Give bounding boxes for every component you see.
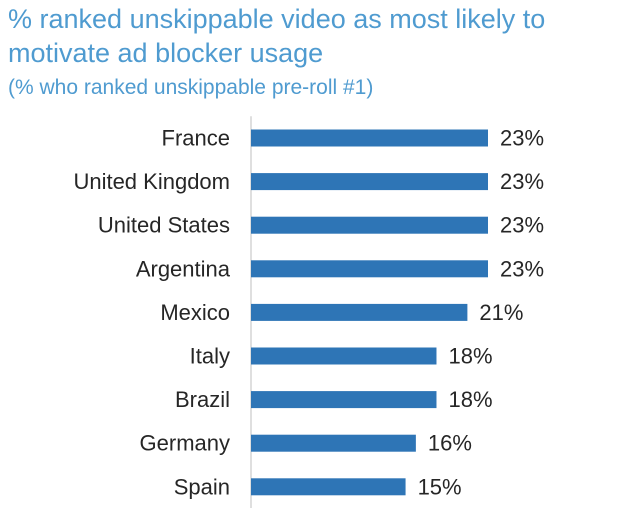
chart-title: % ranked unskippable video as most likel… xyxy=(8,4,546,68)
value-label-mexico: 21% xyxy=(479,300,523,325)
value-label-spain: 15% xyxy=(418,474,462,499)
value-label-argentina: 23% xyxy=(500,256,544,281)
category-label-united-kingdom: United Kingdom xyxy=(73,169,230,194)
bar-italy xyxy=(251,347,437,365)
value-label-united-kingdom: 23% xyxy=(500,169,544,194)
bar-mexico xyxy=(251,303,468,321)
category-label-united-states: United States xyxy=(98,213,230,238)
bar-argentina xyxy=(251,260,488,278)
value-label-brazil: 18% xyxy=(448,387,492,412)
bar-united-kingdom xyxy=(251,173,488,191)
bars-group: France 23% United Kingdom 23% United States 2… xyxy=(73,126,544,500)
bar-brazil xyxy=(251,391,437,409)
category-label-germany: Germany xyxy=(140,431,230,456)
bar-spain xyxy=(251,478,406,496)
value-label-germany: 16% xyxy=(428,431,472,456)
bar-united-states xyxy=(251,216,488,234)
bar-germany xyxy=(251,434,416,452)
value-label-france: 23% xyxy=(500,126,544,151)
category-label-spain: Spain xyxy=(174,474,230,499)
category-label-mexico: Mexico xyxy=(160,300,230,325)
chart-subtitle: (% who ranked unskippable pre-roll #1) xyxy=(8,76,374,99)
value-label-united-states: 23% xyxy=(500,213,544,238)
category-label-italy: Italy xyxy=(190,344,230,369)
category-label-france: France xyxy=(162,126,230,151)
category-label-argentina: Argentina xyxy=(136,256,231,281)
bar-france xyxy=(251,129,488,147)
category-label-brazil: Brazil xyxy=(175,387,230,412)
value-label-italy: 18% xyxy=(448,344,492,369)
